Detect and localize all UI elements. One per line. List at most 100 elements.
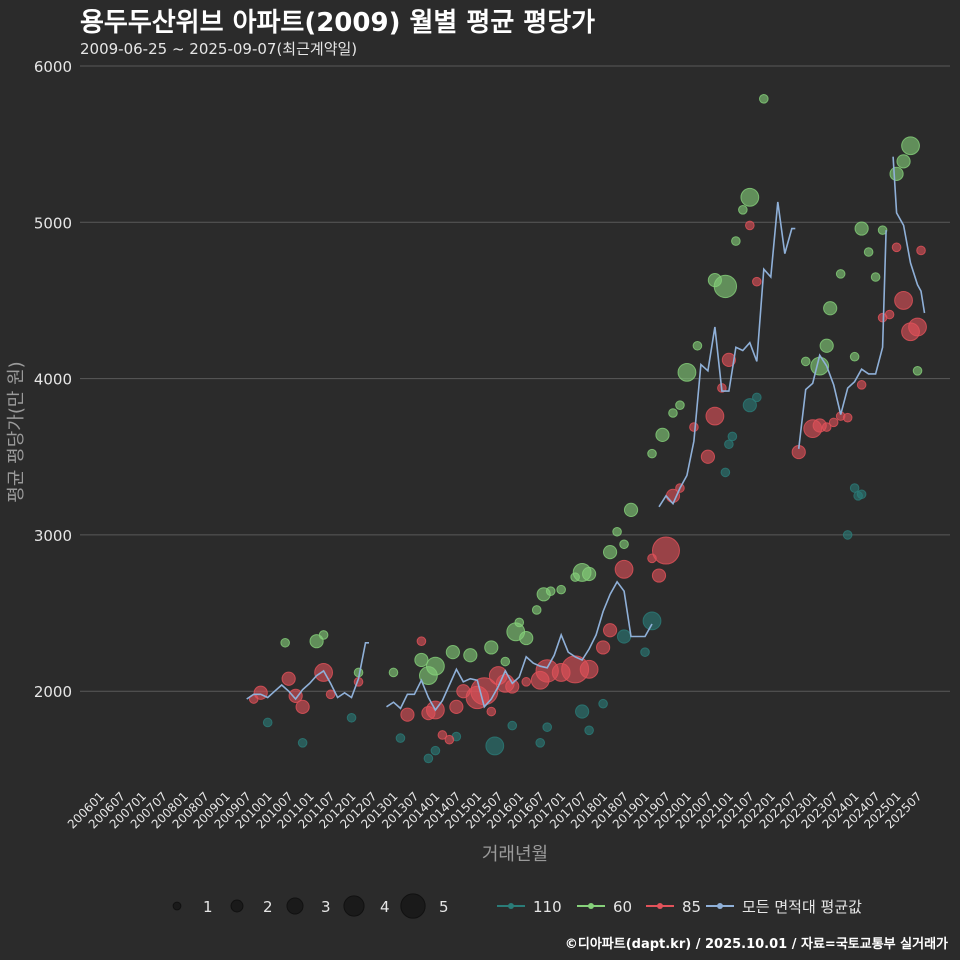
series-legend-label: 60	[613, 898, 632, 916]
point-60	[819, 338, 834, 353]
point-110	[856, 489, 867, 500]
point-60	[677, 362, 697, 382]
point-60	[556, 584, 566, 595]
point-110	[727, 431, 738, 442]
point-85	[752, 276, 762, 287]
gridlines	[80, 65, 950, 692]
data-points	[248, 94, 927, 764]
point-85	[521, 677, 532, 687]
point-60	[445, 645, 460, 660]
point-60	[484, 640, 499, 655]
point-60	[647, 448, 657, 459]
point-110	[262, 717, 273, 728]
series-legend-label: 모든 면적대 평균값	[742, 898, 862, 916]
point-85	[325, 689, 336, 700]
point-85	[288, 688, 303, 704]
point-85	[400, 707, 415, 722]
point-60	[731, 236, 741, 246]
point-85	[295, 699, 310, 714]
point-85	[828, 417, 839, 428]
y-tick-label: 2000	[34, 683, 72, 701]
y-tick-label: 3000	[34, 527, 72, 545]
point-60	[519, 630, 534, 646]
size-legend-circle	[343, 895, 365, 917]
point-60	[531, 605, 542, 615]
point-110	[616, 629, 632, 644]
point-60	[854, 221, 869, 236]
point-110	[485, 736, 505, 756]
point-110	[430, 745, 441, 756]
point-85	[908, 317, 927, 337]
point-60	[388, 667, 399, 678]
point-60	[582, 566, 597, 582]
point-110	[842, 530, 853, 540]
point-60	[740, 187, 760, 207]
size-legend-circle	[400, 893, 426, 919]
point-60	[870, 272, 881, 282]
point-85	[705, 406, 725, 426]
point-60	[514, 617, 525, 628]
point-85	[651, 568, 667, 583]
point-85	[894, 291, 913, 310]
point-85	[614, 559, 634, 579]
point-110	[724, 439, 734, 450]
average-line-segment	[386, 580, 653, 712]
point-110	[752, 392, 762, 403]
legend: 1 2 3 4 5 110 60 85 모든 면적대 평균값	[172, 893, 862, 919]
chart-subtitle: 2009-06-25 ~ 2025-09-07(최근계약일)	[80, 40, 358, 58]
point-110	[423, 753, 434, 764]
point-60	[713, 274, 738, 299]
point-85	[253, 685, 268, 700]
point-110	[720, 467, 731, 478]
point-110	[849, 483, 860, 493]
point-110	[584, 725, 594, 736]
point-85	[281, 671, 296, 686]
y-tick-label: 6000	[34, 58, 72, 76]
point-110	[346, 712, 357, 723]
y-tick-label: 4000	[34, 371, 72, 389]
size-legend-label: 5	[439, 898, 449, 916]
series-legend-label: 85	[682, 898, 701, 916]
point-85	[579, 659, 599, 679]
y-tick-label: 5000	[34, 214, 72, 232]
size-legend-label: 1	[203, 898, 213, 916]
point-60	[863, 247, 874, 257]
y-axis-label: 평균 평당가(만 원)	[6, 361, 27, 502]
point-60	[655, 427, 670, 442]
point-60	[835, 269, 846, 279]
point-85	[505, 679, 520, 694]
point-85	[745, 220, 755, 231]
point-85	[437, 730, 448, 740]
average-line-segment	[246, 642, 369, 701]
size-legend-label: 2	[263, 898, 273, 916]
point-85	[700, 449, 716, 464]
point-85	[595, 640, 611, 655]
point-60	[901, 136, 920, 156]
series-legend-dot	[657, 903, 663, 909]
point-60	[425, 656, 445, 676]
size-legend-circle	[230, 899, 244, 913]
point-110	[535, 737, 546, 748]
point-110	[642, 611, 662, 631]
point-85	[842, 412, 853, 423]
point-60	[545, 586, 556, 596]
x-axis-label: 거래년월	[482, 844, 548, 865]
point-85	[449, 699, 464, 714]
point-60	[414, 652, 429, 668]
point-60	[280, 637, 290, 648]
average-line	[246, 156, 926, 712]
average-line-segment	[658, 201, 796, 508]
series-legend-dot	[717, 903, 723, 909]
point-60	[738, 205, 748, 215]
point-85	[821, 422, 832, 432]
point-60	[619, 539, 629, 550]
point-60	[675, 400, 685, 410]
point-110	[598, 698, 608, 709]
x-tick-labels: 2006012006072007012007072008012008072009…	[65, 789, 925, 831]
point-110	[742, 398, 757, 413]
point-60	[668, 408, 678, 418]
series-legend-dot	[588, 903, 594, 909]
point-60	[318, 630, 329, 640]
footer-credit: ©디아파트(dapt.kr) / 2025.10.01 / 자료=국토교통부 실…	[564, 937, 948, 952]
